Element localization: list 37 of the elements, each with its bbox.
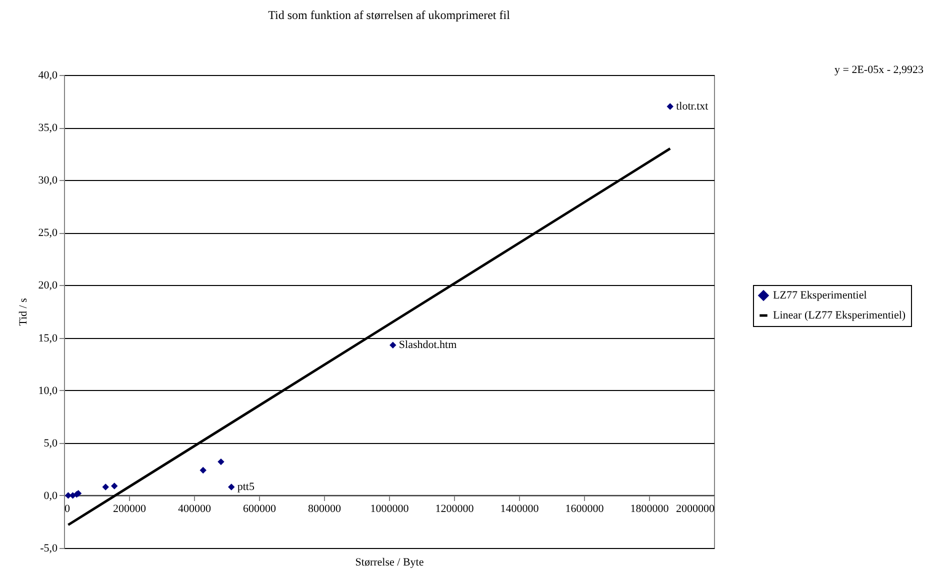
y-tick-label: 0,0 bbox=[44, 490, 58, 502]
y-tick-label: 25,0 bbox=[38, 227, 58, 240]
y-axis-title: Tid / s bbox=[17, 298, 30, 326]
y-tick-label: 10,0 bbox=[38, 384, 58, 397]
point bbox=[102, 484, 109, 490]
x-axis-title: Størrelse / Byte bbox=[355, 556, 424, 568]
x-tick-label: 600000 bbox=[243, 502, 276, 515]
y-tick-label: 15,0 bbox=[38, 332, 58, 344]
text: y = 2E-05x - 2,9923 bbox=[834, 64, 924, 76]
point bbox=[390, 342, 396, 348]
x-tick-label: 200000 bbox=[113, 502, 146, 515]
annotation: ptt5 bbox=[237, 481, 255, 494]
y-tick-label: 5,0 bbox=[44, 437, 58, 450]
annotation: tlotr.txt bbox=[676, 100, 708, 113]
point bbox=[218, 458, 224, 466]
x-tick-label: 400000 bbox=[178, 502, 212, 515]
y-tick-label: 30,0 bbox=[38, 174, 58, 187]
x-tick-label: 0 bbox=[64, 502, 70, 515]
x-tick-label: 1600000 bbox=[565, 502, 604, 515]
chart-title: Tid som funktion af størrelsen af ukomprimeret fil bbox=[268, 8, 511, 22]
x-tick-label: 1800000 bbox=[630, 502, 670, 515]
legend-label: LZ77 Eksperimentiel bbox=[773, 290, 867, 302]
legend-label: Linear (LZ77 Eksperimentiel) bbox=[773, 310, 906, 322]
y-tick-label: 40,0 bbox=[38, 70, 58, 82]
point bbox=[666, 103, 674, 110]
point bbox=[200, 466, 206, 474]
x-tick-label: 1400000 bbox=[500, 502, 540, 515]
annotation: Slashdot.htm bbox=[398, 339, 458, 352]
y-tick-label: -5,0 bbox=[40, 542, 58, 554]
x-tick-label: 1000000 bbox=[370, 502, 410, 515]
x-tick-label: 800000 bbox=[308, 502, 342, 515]
y-tick-label: 35,0 bbox=[38, 122, 58, 134]
point bbox=[111, 482, 118, 490]
y-tick-label: 20,0 bbox=[38, 280, 58, 292]
x-tick-label: 2000000 bbox=[676, 502, 715, 515]
x-tick-label: 1200000 bbox=[435, 502, 474, 515]
point bbox=[228, 484, 235, 490]
